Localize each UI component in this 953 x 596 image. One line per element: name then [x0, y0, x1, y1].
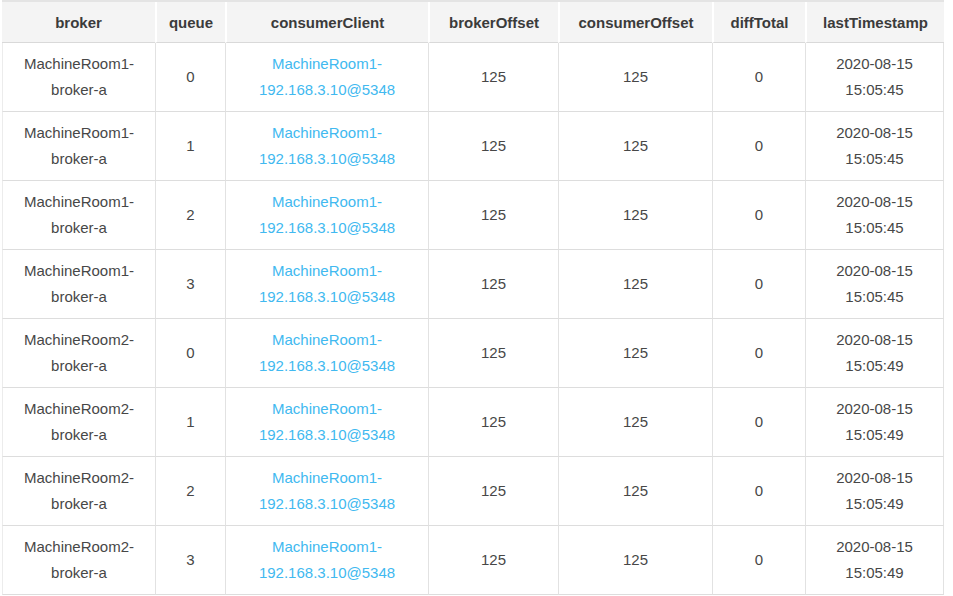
- cell-lasttimestamp: 2020-08-15 15:05:49: [805, 319, 944, 388]
- table-row: MachineRoom1-broker-a3 MachineRoom1-192.1…: [2, 250, 944, 319]
- cell-queue: 1: [155, 112, 225, 181]
- consumer-detail-table-wrap: broker queue consumerClient brokerOffset…: [2, 0, 944, 595]
- cell-lasttimestamp: 2020-08-15 15:05:49: [805, 457, 944, 526]
- cell-difftotal: 0: [712, 112, 805, 181]
- column-header-brokeroffset: brokerOffset: [428, 2, 558, 43]
- cell-difftotal: 0: [712, 526, 805, 595]
- table-body: MachineRoom1-broker-a0MachineRoom1-192.1…: [2, 43, 944, 595]
- cell-consumerclient: MachineRoom1-192.168.3.10@5348: [225, 457, 428, 526]
- column-header-lasttimestamp: lastTimestamp: [805, 2, 944, 43]
- cell-queue: 3: [155, 250, 225, 319]
- cell-broker: MachineRoom2-broker-a: [2, 457, 155, 526]
- cell-lasttimestamp: 2020-08-15 15:05:45: [805, 112, 944, 181]
- cell-broker: MachineRoom1-broker-a: [2, 43, 155, 112]
- cell-lasttimestamp: 2020-08-15 15:05:49: [805, 388, 944, 457]
- consumer-client-link[interactable]: MachineRoom1-192.168.3.10@5348: [259, 55, 395, 98]
- cell-consumerclient: MachineRoom1-192.168.3.10@5348: [225, 181, 428, 250]
- column-header-consumeroffset: consumerOffset: [558, 2, 712, 43]
- cell-queue: 3: [155, 526, 225, 595]
- header-row: broker queue consumerClient brokerOffset…: [2, 2, 944, 43]
- cell-consumeroffset: 125: [558, 112, 712, 181]
- cell-lasttimestamp: 2020-08-15 15:05:45: [805, 181, 944, 250]
- cell-queue: 0: [155, 319, 225, 388]
- cell-consumerclient: MachineRoom1-192.168.3.10@5348: [225, 526, 428, 595]
- table-row: MachineRoom1-broker-a1 MachineRoom1-192.1…: [2, 112, 944, 181]
- cell-consumerclient: MachineRoom1-192.168.3.10@5348: [225, 43, 428, 112]
- table-row: MachineRoom2-broker-a0MachineRoom1-192.1…: [2, 319, 944, 388]
- cell-brokeroffset: 125: [428, 526, 558, 595]
- cell-consumerclient: MachineRoom1-192.168.3.10@5348: [225, 388, 428, 457]
- cell-brokeroffset: 125: [428, 250, 558, 319]
- column-header-difftotal: diffTotal: [712, 2, 805, 43]
- cell-broker: MachineRoom1-broker-a: [2, 250, 155, 319]
- cell-queue: 1: [155, 388, 225, 457]
- cell-lasttimestamp: 2020-08-15 15:05:49: [805, 526, 944, 595]
- cell-brokeroffset: 125: [428, 319, 558, 388]
- cell-brokeroffset: 125: [428, 457, 558, 526]
- consumer-client-table: broker queue consumerClient brokerOffset…: [2, 2, 944, 595]
- cell-difftotal: 0: [712, 43, 805, 112]
- cell-broker: MachineRoom2-broker-a: [2, 388, 155, 457]
- cell-difftotal: 0: [712, 250, 805, 319]
- cell-broker: MachineRoom1-broker-a: [2, 112, 155, 181]
- cell-brokeroffset: 125: [428, 388, 558, 457]
- table-row: MachineRoom1-broker-a2 MachineRoom1-192.1…: [2, 181, 944, 250]
- table-row: MachineRoom2-broker-a3 MachineRoom1-192.1…: [2, 526, 944, 595]
- consumer-client-link[interactable]: MachineRoom1-192.168.3.10@5348: [259, 469, 395, 512]
- cell-consumerclient: MachineRoom1-192.168.3.10@5348: [225, 112, 428, 181]
- cell-consumeroffset: 125: [558, 43, 712, 112]
- column-header-queue: queue: [155, 2, 225, 43]
- consumer-client-link[interactable]: MachineRoom1-192.168.3.10@5348: [259, 262, 395, 305]
- cell-queue: 0: [155, 43, 225, 112]
- cell-lasttimestamp: 2020-08-15 15:05:45: [805, 43, 944, 112]
- cell-difftotal: 0: [712, 319, 805, 388]
- cell-difftotal: 0: [712, 181, 805, 250]
- cell-broker: MachineRoom2-broker-a: [2, 526, 155, 595]
- cell-queue: 2: [155, 457, 225, 526]
- table-row: MachineRoom1-broker-a0MachineRoom1-192.1…: [2, 43, 944, 112]
- cell-lasttimestamp: 2020-08-15 15:05:45: [805, 250, 944, 319]
- cell-brokeroffset: 125: [428, 112, 558, 181]
- column-header-consumerclient: consumerClient: [225, 2, 428, 43]
- cell-broker: MachineRoom2-broker-a: [2, 319, 155, 388]
- cell-brokeroffset: 125: [428, 181, 558, 250]
- consumer-client-link[interactable]: MachineRoom1-192.168.3.10@5348: [259, 124, 395, 167]
- table-row: MachineRoom2-broker-a1 MachineRoom1-192.1…: [2, 388, 944, 457]
- cell-consumeroffset: 125: [558, 388, 712, 457]
- consumer-client-link[interactable]: MachineRoom1-192.168.3.10@5348: [259, 331, 395, 374]
- column-header-broker: broker: [2, 2, 155, 43]
- cell-consumeroffset: 125: [558, 250, 712, 319]
- cell-consumeroffset: 125: [558, 457, 712, 526]
- consumer-client-link[interactable]: MachineRoom1-192.168.3.10@5348: [259, 400, 395, 443]
- consumer-client-link[interactable]: MachineRoom1-192.168.3.10@5348: [259, 193, 395, 236]
- cell-consumeroffset: 125: [558, 526, 712, 595]
- cell-consumeroffset: 125: [558, 181, 712, 250]
- cell-consumeroffset: 125: [558, 319, 712, 388]
- table-header: broker queue consumerClient brokerOffset…: [2, 2, 944, 43]
- cell-difftotal: 0: [712, 457, 805, 526]
- cell-brokeroffset: 125: [428, 43, 558, 112]
- cell-queue: 2: [155, 181, 225, 250]
- table-row: MachineRoom2-broker-a2 MachineRoom1-192.1…: [2, 457, 944, 526]
- consumer-client-link[interactable]: MachineRoom1-192.168.3.10@5348: [259, 538, 395, 581]
- cell-broker: MachineRoom1-broker-a: [2, 181, 155, 250]
- cell-consumerclient: MachineRoom1-192.168.3.10@5348: [225, 250, 428, 319]
- cell-consumerclient: MachineRoom1-192.168.3.10@5348: [225, 319, 428, 388]
- cell-difftotal: 0: [712, 388, 805, 457]
